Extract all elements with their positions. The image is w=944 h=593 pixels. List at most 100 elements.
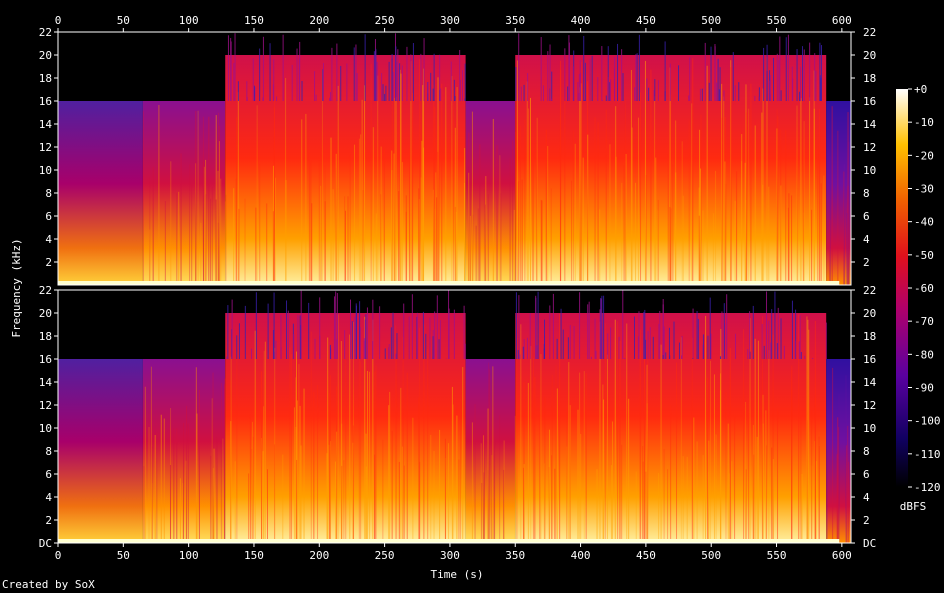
spectrogram-streak xyxy=(403,465,405,543)
spectrogram-streak xyxy=(388,405,390,543)
spectrogram-streak xyxy=(412,93,414,285)
spectrogram-hf-streak xyxy=(333,296,335,359)
spectrogram-segment xyxy=(58,359,143,543)
spectrogram-streak xyxy=(569,405,571,543)
spectrogram-streak xyxy=(526,81,528,285)
spectrogram-streak xyxy=(142,111,144,285)
spectrogram-hf-streak xyxy=(560,308,562,359)
spectrogram-hf-streak xyxy=(584,99,586,101)
spectrogram-streak xyxy=(249,414,251,543)
spectrogram-streak xyxy=(154,435,156,543)
spectrogram-hf-streak xyxy=(300,290,302,359)
spectrogram-hf-streak xyxy=(587,304,589,359)
spectrogram-hf-streak xyxy=(819,75,821,101)
spectrogram-hf-streak xyxy=(804,355,806,359)
spectrogram-hf-streak xyxy=(273,292,275,359)
spectrogram-streak xyxy=(826,444,828,543)
spectrogram-streak xyxy=(144,386,146,543)
spectrogram-hf-streak xyxy=(648,87,650,101)
spectrogram-streak xyxy=(393,153,395,285)
spectrogram-streak xyxy=(432,189,434,285)
spectrogram-hf-streak xyxy=(794,340,796,359)
spectrogram-streak xyxy=(421,140,423,285)
spectrogram-streak xyxy=(418,327,420,543)
spectrogram-hf-streak xyxy=(768,80,770,101)
spectrogram-hf-streak xyxy=(439,54,441,101)
spectrogram-streak xyxy=(594,117,596,285)
spectrogram-streak xyxy=(621,182,623,285)
spectrogram-hf-streak xyxy=(607,77,609,101)
spectrogram-streak xyxy=(524,119,526,285)
spectrogram-hf-streak xyxy=(653,90,655,101)
spectrogram-hf-streak xyxy=(603,295,605,359)
spectrogram-streak xyxy=(391,170,393,285)
spectrogram-streak xyxy=(335,461,337,543)
spectrogram-streak xyxy=(803,121,805,285)
spectrogram-hf-streak xyxy=(589,58,591,101)
spectrogram-streak xyxy=(451,75,453,285)
spectrogram-streak xyxy=(635,182,637,285)
spectrogram-streak xyxy=(645,471,647,543)
spectrogram-hf-streak xyxy=(718,89,720,101)
spectrogram-streak xyxy=(178,191,180,285)
spectrogram-streak xyxy=(644,60,646,285)
spectrogram-streak xyxy=(604,323,606,543)
x-tick-label-top: 150 xyxy=(244,14,264,27)
spectrogram-streak xyxy=(340,341,342,543)
spectrogram-hf-streak xyxy=(654,79,656,101)
spectrogram-streak xyxy=(806,316,808,543)
spectrogram-streak xyxy=(464,182,466,285)
spectrogram-hf-streak xyxy=(461,70,463,101)
spectrogram-streak xyxy=(811,410,813,543)
spectrogram-streak xyxy=(754,338,756,543)
spectrogram-streak xyxy=(692,415,694,543)
spectrogram-streak xyxy=(623,165,625,285)
spectrogram-streak xyxy=(787,207,789,285)
spectrogram-streak xyxy=(815,460,817,543)
spectrogram-streak xyxy=(400,69,402,286)
y-tick-label-right: 16 xyxy=(863,95,876,108)
spectrogram-streak xyxy=(688,120,690,285)
spectrogram-hf-streak xyxy=(635,54,637,101)
spectrogram-streak xyxy=(488,362,490,543)
spectrogram-hf-streak xyxy=(710,46,712,101)
channel-2-plot xyxy=(58,290,851,543)
spectrogram-streak xyxy=(236,117,238,285)
spectrogram-streak xyxy=(522,467,524,543)
spectrogram-streak xyxy=(170,161,172,285)
spectrogram-streak xyxy=(544,397,546,543)
spectrogram-hf-streak xyxy=(819,42,821,101)
spectrogram-hf-streak xyxy=(459,49,461,101)
spectrogram-hf-streak xyxy=(280,347,282,359)
spectrogram-streak xyxy=(744,162,746,285)
spectrogram-hf-streak xyxy=(540,37,542,101)
spectrogram-hf-streak xyxy=(252,58,254,101)
spectrogram-streak xyxy=(515,131,517,285)
spectrogram-streak xyxy=(536,158,538,285)
spectrogram-streak xyxy=(182,483,184,543)
spectrogram-hf-streak xyxy=(373,51,375,101)
spectrogram-streak xyxy=(370,63,372,285)
spectrogram-hf-streak xyxy=(621,49,623,101)
spectrogram-streak xyxy=(234,461,236,543)
spectrogram-streak xyxy=(818,149,820,285)
spectrogram-streak xyxy=(699,129,701,285)
spectrogram-hf-streak xyxy=(780,90,782,101)
spectrogram-streak xyxy=(831,106,833,285)
spectrogram-hf-streak xyxy=(800,66,802,101)
spectrogram-streak xyxy=(672,164,674,285)
spectrogram-streak xyxy=(491,455,493,543)
spectrogram-hf-streak xyxy=(584,62,586,101)
spectrogram-hf-streak xyxy=(776,343,778,359)
spectrogram-hf-streak xyxy=(346,63,348,101)
spectrogram-streak xyxy=(780,185,782,285)
x-tick-label-top: 0 xyxy=(55,14,62,27)
spectrogram-streak xyxy=(765,410,767,543)
spectrogram-streak xyxy=(492,434,494,543)
spectrogram-hf-streak xyxy=(812,358,814,359)
spectrogram-hf-streak xyxy=(815,70,817,101)
spectrogram-hf-streak xyxy=(448,308,450,359)
spectrogram-hf-streak xyxy=(375,48,377,101)
spectrogram-hf-streak xyxy=(523,339,525,359)
spectrogram-streak xyxy=(349,334,351,543)
